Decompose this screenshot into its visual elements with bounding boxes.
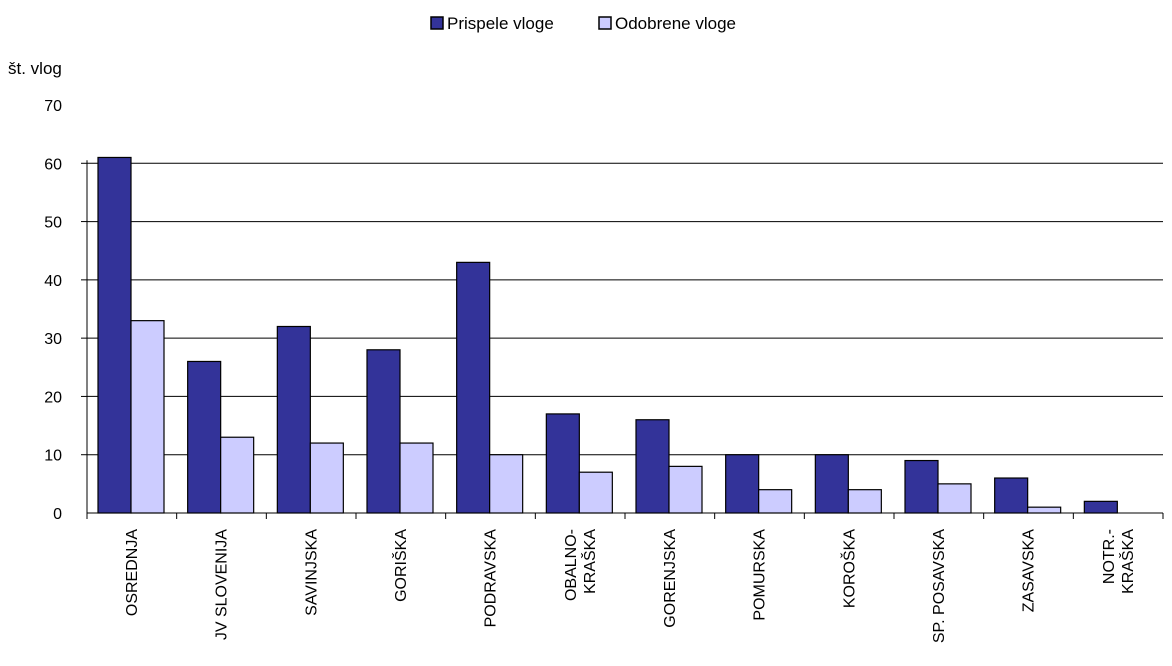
- category-label: KOROŠKA: [839, 529, 858, 608]
- category-label: KRAŠKA: [1118, 529, 1137, 594]
- bar-prispele-vloge: [187, 360, 222, 514]
- category-label: OBALNO-: [563, 529, 580, 601]
- y-tick-label: 40: [44, 273, 62, 290]
- y-axis-label: št. vlog: [8, 59, 62, 78]
- category-label: JV SLOVENIJA: [214, 529, 231, 640]
- category-label: SP. POSAVSKA: [931, 529, 948, 643]
- category-label: GORENJSKA: [662, 529, 679, 628]
- bar-prispele-vloge: [456, 261, 491, 514]
- category-label: ZASAVSKA: [1021, 529, 1038, 613]
- bar-odobrene-vloge: [668, 465, 703, 514]
- y-tick-label: 70: [44, 98, 62, 115]
- category-label: OSREDNJA: [124, 529, 141, 616]
- bar-prispele-vloge: [366, 349, 401, 514]
- legend-swatch: [430, 16, 444, 30]
- bar-prispele-vloge: [1083, 500, 1118, 514]
- bar-odobrene-vloge: [399, 442, 434, 514]
- y-tick-label: 50: [44, 215, 62, 232]
- y-tick-label: 60: [44, 156, 62, 173]
- bar-prispele-vloge: [814, 454, 849, 514]
- bar-odobrene-vloge: [847, 489, 882, 514]
- legend-swatch: [598, 16, 612, 30]
- category-label: SAVINJSKA: [303, 529, 320, 616]
- bar-odobrene-vloge: [130, 320, 165, 514]
- bar-odobrene-vloge: [578, 471, 613, 514]
- y-tick-label: 0: [53, 506, 62, 523]
- bar-prispele-vloge: [545, 413, 580, 514]
- bar-odobrene-vloge: [220, 436, 255, 514]
- category-label: PODRAVSKA: [483, 529, 500, 628]
- category-label: POMURSKA: [752, 529, 769, 621]
- bar-odobrene-vloge: [937, 483, 972, 514]
- category-label: KRAŠKA: [580, 529, 599, 594]
- bar-prispele-vloge: [97, 156, 132, 514]
- category-label: NOTR.-: [1101, 529, 1118, 584]
- y-tick-label: 10: [44, 448, 62, 465]
- gridlines: [87, 162, 1163, 456]
- bar-prispele-vloge: [635, 419, 670, 514]
- bar-prispele-vloge: [994, 477, 1029, 514]
- bar-odobrene-vloge: [489, 454, 524, 514]
- category-label: GORIŠKA: [391, 529, 410, 602]
- x-axis: OSREDNJA JV SLOVENIJA SAVINJSKA GORIŠKA PODR…: [86, 512, 1164, 643]
- y-tick-label: 20: [44, 389, 62, 406]
- bars: [97, 156, 1118, 514]
- bar-prispele-vloge: [904, 459, 939, 514]
- bar-prispele-vloge: [725, 454, 760, 514]
- bar-odobrene-vloge: [758, 489, 793, 514]
- bar-odobrene-vloge: [1027, 506, 1062, 514]
- legend-label: Prispele vloge: [447, 14, 554, 33]
- y-tick-label: 30: [44, 331, 62, 348]
- legend-label: Odobrene vloge: [615, 14, 736, 33]
- y-axis-ticks: 0 10 20 30 40 50 60 70: [44, 98, 88, 523]
- bar-prispele-vloge: [276, 325, 311, 514]
- legend: Prispele vloge Odobrene vloge: [430, 14, 736, 33]
- bar-odobrene-vloge: [309, 442, 344, 514]
